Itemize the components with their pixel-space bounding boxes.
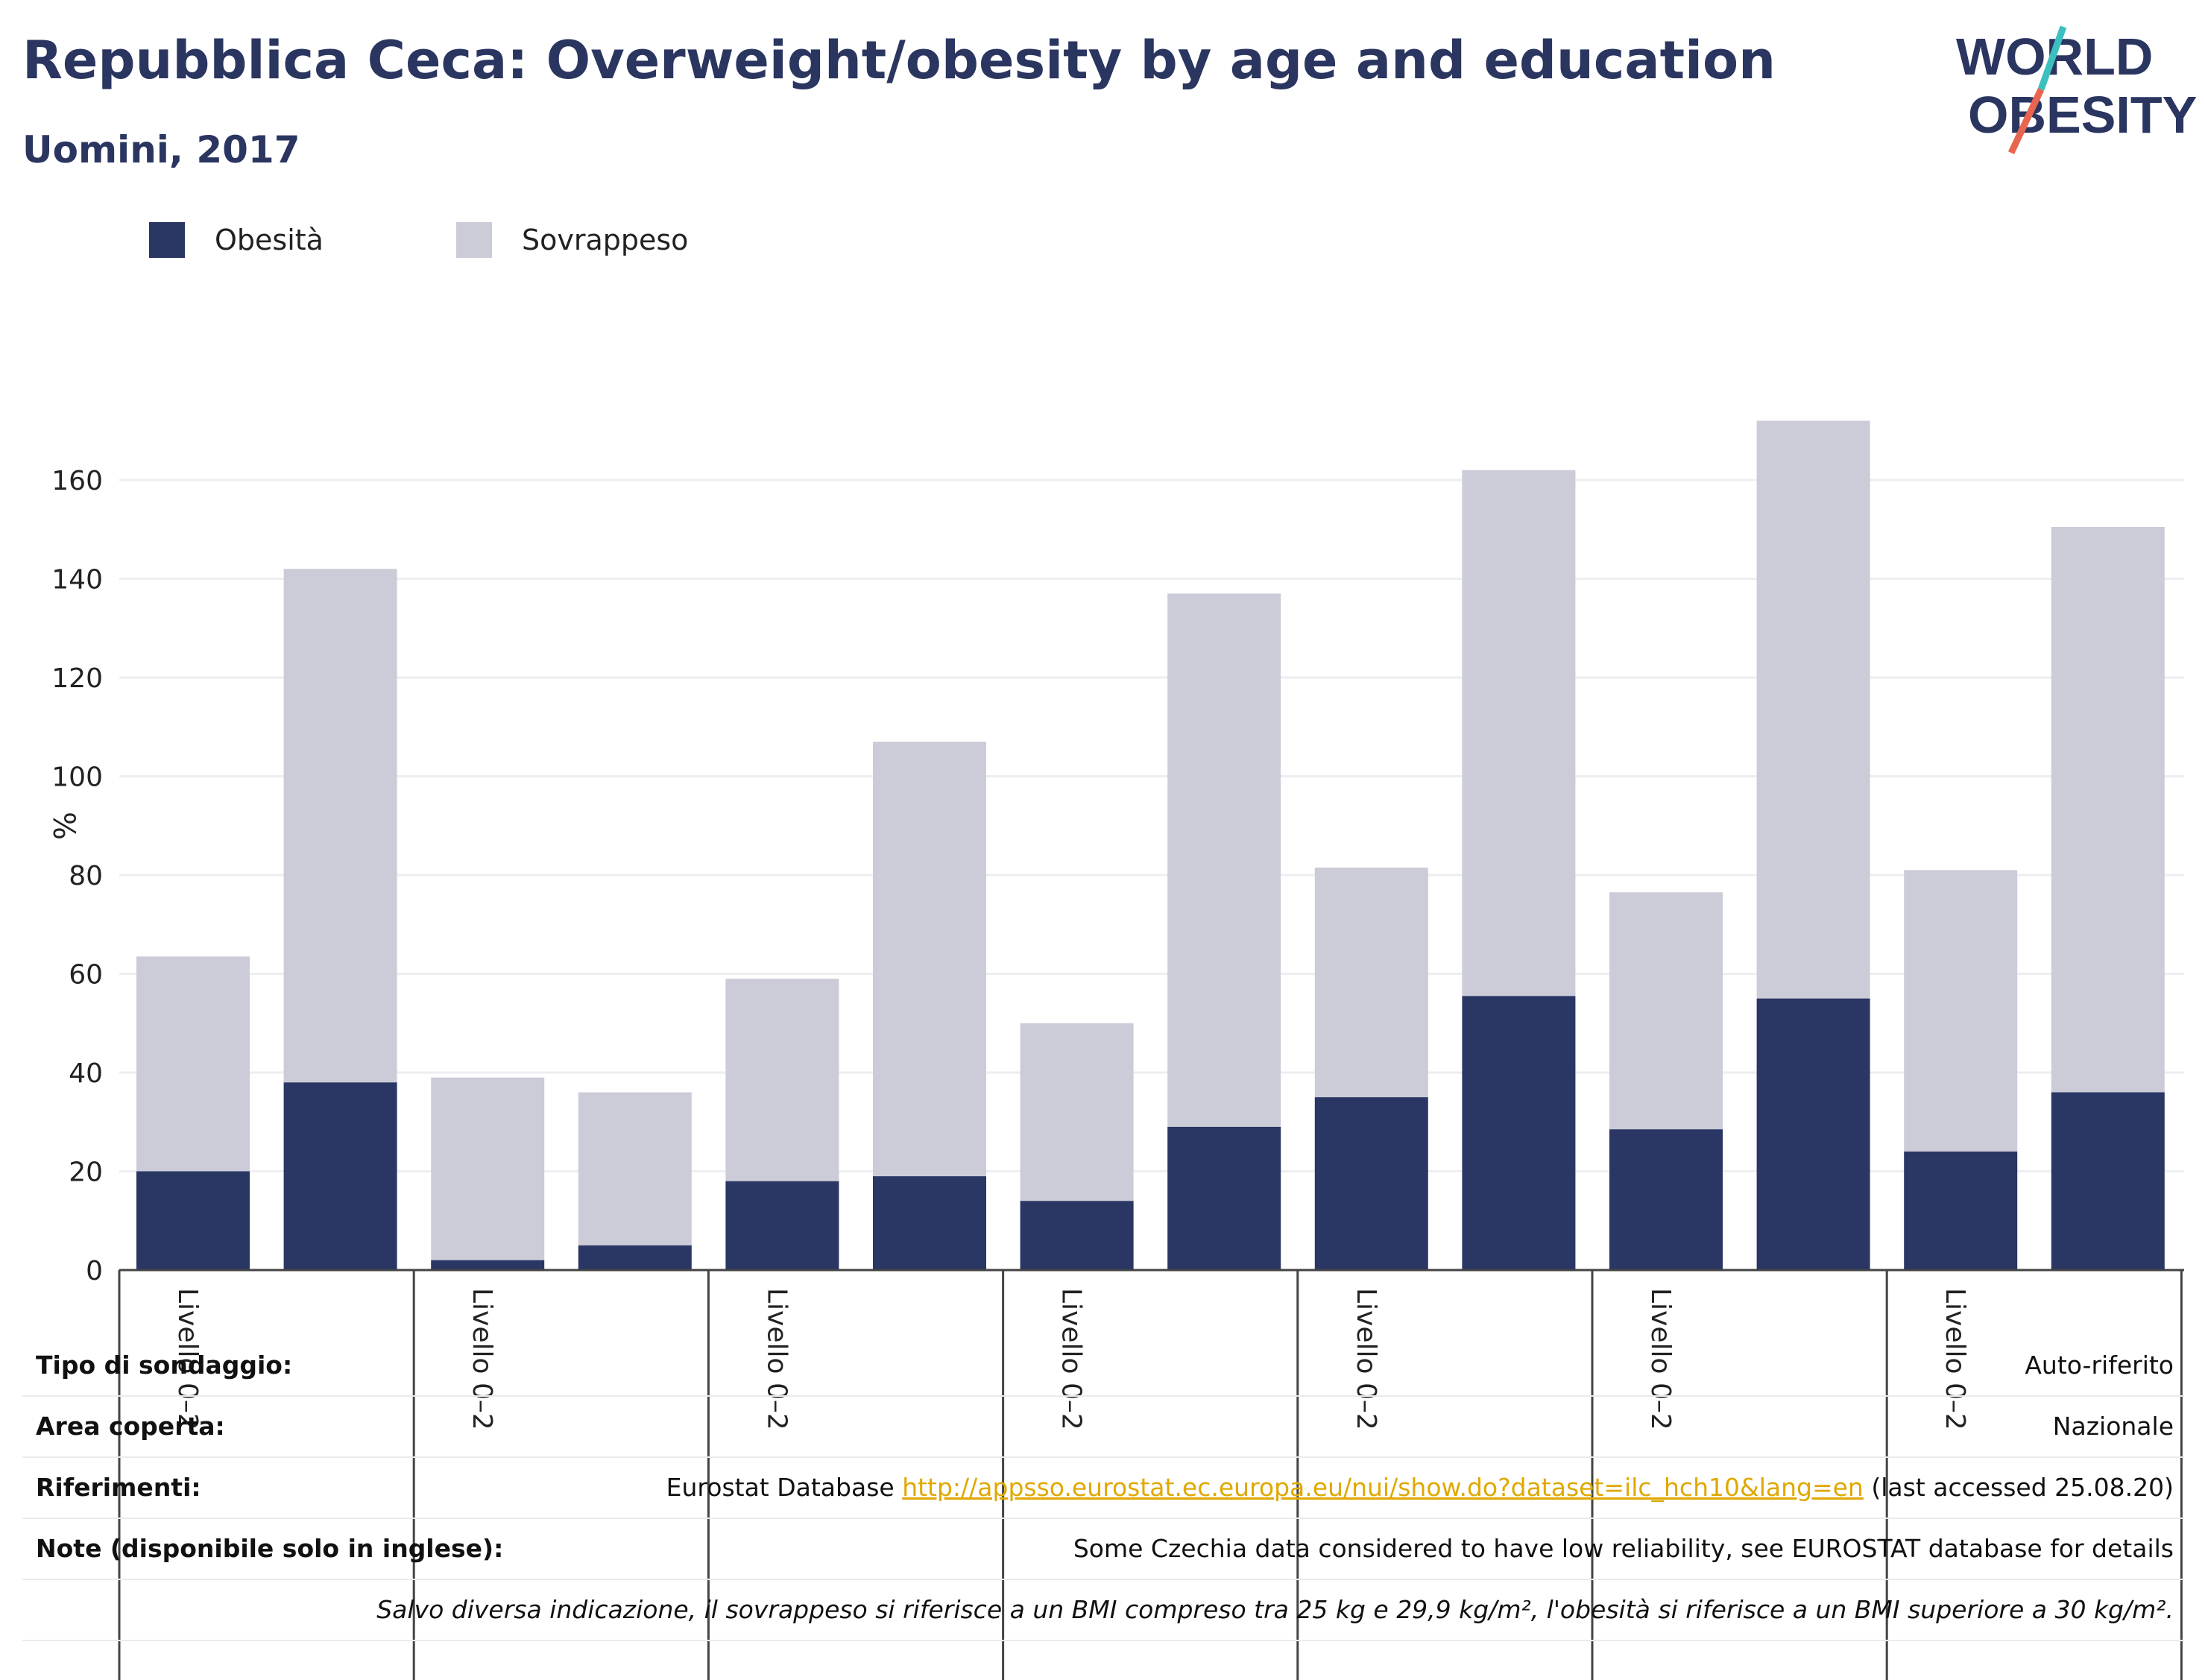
info-key: Note (disponibile solo in inglese): bbox=[36, 1534, 504, 1563]
bar-overweight bbox=[1904, 870, 2018, 1152]
y-tick-label: 160 bbox=[51, 466, 103, 496]
bar-obesity bbox=[136, 1171, 250, 1270]
bar-obesity bbox=[1020, 1201, 1134, 1270]
x-group-label: Livello 0–2 bbox=[172, 1288, 203, 1430]
bar-overweight bbox=[1020, 1023, 1134, 1201]
info-row-references: Riferimenti: Eurostat Database http://ap… bbox=[22, 1456, 2184, 1519]
info-value: Eurostat Database http://appsso.eurostat… bbox=[666, 1473, 2174, 1502]
info-value: Some Czechia data considered to have low… bbox=[1073, 1534, 2174, 1563]
bar-obesity bbox=[725, 1181, 839, 1270]
info-row-definition: Salvo diversa indicazione, il sovrappeso… bbox=[22, 1579, 2184, 1641]
y-tick-label: 20 bbox=[69, 1158, 103, 1188]
bar-overweight bbox=[1756, 420, 1870, 999]
reference-link[interactable]: http://appsso.eurostat.ec.europa.eu/nui/… bbox=[902, 1473, 1864, 1502]
y-tick-label: 100 bbox=[51, 762, 103, 793]
y-tick-label: 0 bbox=[86, 1256, 103, 1286]
x-group-label: Livello 0–2 bbox=[1351, 1288, 1381, 1430]
logo-text-obesity: OBESITY bbox=[1968, 86, 2197, 144]
x-group-label: Livello 0–2 bbox=[761, 1288, 792, 1430]
bar-overweight bbox=[136, 956, 250, 1172]
y-axis-label: % bbox=[46, 812, 81, 840]
info-key: Area coperta: bbox=[36, 1412, 225, 1441]
legend-item-overweight[interactable]: Sovrappeso bbox=[456, 221, 688, 259]
info-value: Auto-riferito bbox=[2025, 1351, 2174, 1380]
info-key: Riferimenti: bbox=[36, 1473, 201, 1502]
bar-obesity bbox=[1167, 1126, 1281, 1270]
reference-suffix: (last accessed 25.08.20) bbox=[1863, 1473, 2174, 1502]
bar-obesity bbox=[283, 1082, 397, 1270]
y-tick-label: 120 bbox=[51, 663, 103, 694]
reference-prefix: Eurostat Database bbox=[666, 1473, 903, 1502]
bar-overweight bbox=[431, 1077, 545, 1260]
y-tick-label: 80 bbox=[69, 861, 103, 891]
bar-overweight bbox=[1167, 593, 1281, 1127]
info-key: Tipo di sondaggio: bbox=[36, 1351, 293, 1380]
bar-overweight bbox=[1609, 892, 1723, 1130]
legend-swatch-obesity bbox=[149, 222, 185, 258]
bar-obesity bbox=[431, 1260, 545, 1270]
legend-label-overweight: Sovrappeso bbox=[522, 224, 689, 256]
legend-label-obesity: Obesità bbox=[215, 224, 324, 256]
legend-item-obesity[interactable]: Obesità bbox=[149, 221, 324, 259]
info-row-survey-type: Tipo di sondaggio: Auto-riferito bbox=[22, 1334, 2184, 1397]
bar-overweight bbox=[873, 742, 986, 1177]
y-tick-label: 40 bbox=[69, 1058, 103, 1089]
bar-obesity bbox=[873, 1176, 986, 1270]
bar-overweight bbox=[578, 1092, 692, 1245]
logo-slash-red bbox=[2007, 88, 2045, 154]
bar-obesity bbox=[1609, 1129, 1723, 1270]
x-group-label: Livello 0–2 bbox=[467, 1288, 497, 1430]
bar-overweight bbox=[2051, 526, 2165, 1093]
bar-obesity bbox=[1314, 1097, 1428, 1270]
bar-overweight bbox=[1314, 868, 1428, 1098]
info-row-area: Area coperta: Nazionale bbox=[22, 1395, 2184, 1458]
bar-obesity bbox=[1756, 998, 1870, 1270]
y-tick-label: 60 bbox=[69, 960, 103, 991]
world-obesity-logo: WORLD OBESITY bbox=[1956, 25, 2197, 154]
info-value: Salvo diversa indicazione, il sovrappeso… bbox=[376, 1595, 2174, 1624]
bar-overweight bbox=[283, 569, 397, 1083]
bar-overweight bbox=[1462, 470, 1576, 997]
x-group-label: Livello 0–2 bbox=[1940, 1288, 1970, 1430]
bar-obesity bbox=[2051, 1092, 2165, 1270]
legend-swatch-overweight bbox=[456, 222, 492, 258]
bar-obesity bbox=[578, 1245, 692, 1270]
info-value: Nazionale bbox=[2052, 1412, 2174, 1441]
bar-overweight bbox=[725, 979, 839, 1181]
bar-obesity bbox=[1462, 996, 1576, 1270]
y-tick-label: 140 bbox=[51, 565, 103, 596]
logo-slash-teal bbox=[2037, 25, 2067, 91]
chart-subtitle: Uomini, 2017 bbox=[22, 128, 300, 171]
x-group-label: Livello 0–2 bbox=[1645, 1288, 1676, 1430]
x-group-label: Livello 0–2 bbox=[1056, 1288, 1087, 1430]
bar-obesity bbox=[1904, 1152, 2018, 1270]
chart-title: Repubblica Ceca: Overweight/obesity by a… bbox=[22, 30, 1776, 91]
info-row-notes: Note (disponibile solo in inglese): Some… bbox=[22, 1518, 2184, 1580]
